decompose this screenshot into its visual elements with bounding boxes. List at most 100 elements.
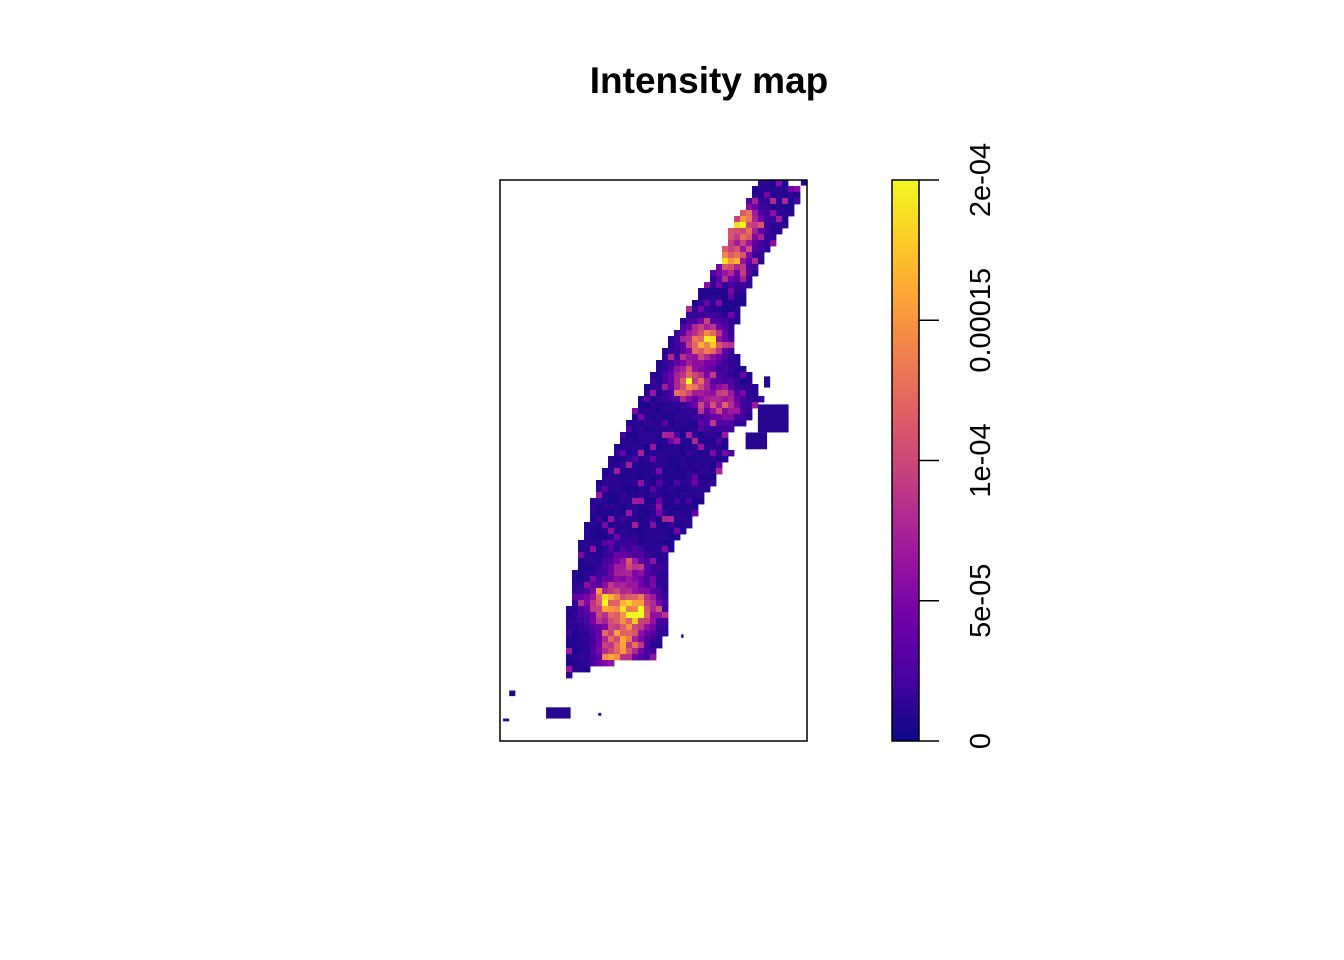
raster-cell: [722, 402, 729, 409]
raster-cell: [584, 534, 591, 541]
raster-cell: [626, 432, 633, 439]
raster-cell: [734, 372, 741, 379]
raster-cell: [746, 228, 753, 235]
raster-cell: [722, 366, 729, 373]
raster-cell: [656, 408, 663, 415]
raster-cell: [644, 534, 651, 541]
raster-cell: [752, 270, 759, 277]
raster-cell: [626, 600, 633, 607]
raster-cell: [662, 354, 669, 361]
raster-cell: [692, 384, 699, 391]
raster-cell: [668, 504, 675, 511]
raster-cell: [584, 546, 591, 553]
raster-cell: [638, 486, 645, 493]
raster-cell: [692, 480, 699, 487]
raster-cell: [710, 294, 717, 301]
intensity-raster: [503, 180, 807, 722]
raster-cell: [590, 654, 597, 661]
raster-cell: [650, 588, 657, 595]
raster-cell: [758, 252, 765, 259]
raster-cell: [758, 246, 765, 253]
raster-cell: [728, 276, 735, 283]
raster-cell: [716, 270, 723, 277]
raster-cell: [638, 642, 645, 649]
raster-cell: [656, 540, 663, 547]
raster-cell: [656, 420, 663, 427]
raster-cell: [740, 258, 747, 265]
raster-cell: [602, 528, 609, 535]
raster-cell: [608, 540, 615, 547]
raster-cell: [758, 204, 765, 211]
raster-cell: [620, 462, 627, 469]
raster-cell: [590, 642, 597, 649]
raster-cell: [632, 636, 639, 643]
raster-cell: [650, 570, 657, 577]
raster-cell: [614, 474, 621, 481]
raster-cell: [584, 612, 591, 619]
raster-cell: [608, 564, 615, 571]
raster-cell: [788, 198, 795, 205]
raster-cell: [680, 366, 687, 373]
raster-cell: [716, 282, 723, 289]
raster-cell: [572, 636, 579, 643]
raster-cell: [716, 276, 723, 283]
raster-cell: [752, 384, 759, 391]
raster-cell: [578, 612, 585, 619]
raster-cell: [626, 564, 633, 571]
raster-cell: [626, 510, 633, 517]
raster-cell: [626, 540, 633, 547]
raster-cell: [686, 342, 693, 349]
raster-cell: [734, 366, 741, 373]
raster-cell: [656, 564, 663, 571]
raster-cell: [590, 570, 597, 577]
raster-cell: [656, 636, 663, 643]
raster-cell: [638, 600, 645, 607]
raster-cell: [722, 276, 729, 283]
raster-cell: [710, 444, 717, 451]
raster-cell: [644, 654, 651, 661]
raster-cell: [752, 258, 759, 265]
raster-cell: [710, 330, 717, 337]
raster-cell: [710, 312, 717, 319]
raster-cell: [668, 528, 675, 535]
raster-cell: [602, 540, 609, 547]
raster-cell: [626, 516, 633, 523]
raster-cell: [650, 516, 657, 523]
raster-cell: [662, 492, 669, 499]
raster-cell: [704, 396, 711, 403]
raster-cell: [704, 372, 711, 379]
raster-cell: [698, 402, 705, 409]
raster-cell: [650, 492, 657, 499]
raster-cell: [698, 426, 705, 433]
raster-cell: [752, 246, 759, 253]
raster-cell: [668, 480, 675, 487]
colorbar-ticks: 0 5e-05 1e-04 0.00015 2e-04: [919, 143, 997, 749]
raster-cell: [662, 528, 669, 535]
raster-cell: [620, 474, 627, 481]
raster-cell: [614, 630, 621, 637]
raster-cell: [614, 600, 621, 607]
raster-cell: [656, 516, 663, 523]
raster-cell: [776, 180, 783, 187]
plot-frame: [499, 179, 808, 742]
raster-cell: [662, 510, 669, 517]
raster-cell: [734, 276, 741, 283]
raster-cell: [746, 264, 753, 271]
raster-cell: [674, 522, 681, 529]
raster-cell: [752, 402, 759, 409]
raster-cell: [692, 306, 699, 313]
raster-cell: [722, 390, 729, 397]
raster-cell: [692, 486, 699, 493]
raster-cell: [704, 450, 711, 457]
raster-cell: [710, 414, 717, 421]
raster-cell: [698, 378, 705, 385]
raster-cell: [662, 426, 669, 433]
raster-cell: [674, 372, 681, 379]
raster-cell: [644, 432, 651, 439]
raster-cell: [698, 372, 705, 379]
raster-cell: [686, 504, 693, 511]
raster-cell: [704, 384, 711, 391]
raster-cell: [698, 324, 705, 331]
raster-cell: [596, 504, 603, 511]
raster-cell: [662, 534, 669, 541]
